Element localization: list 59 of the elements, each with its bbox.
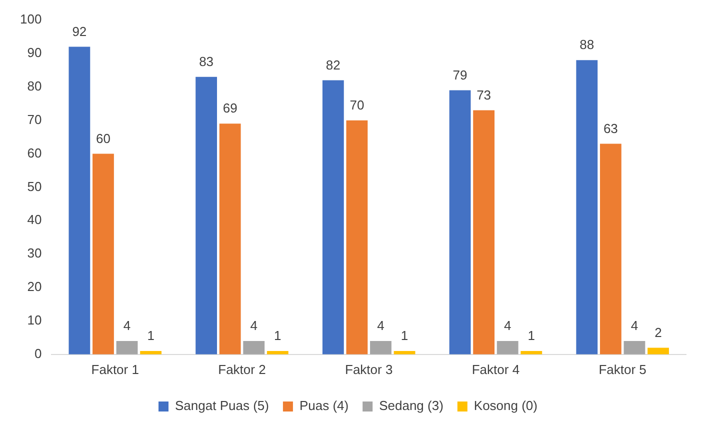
data-label: 88 — [580, 37, 594, 52]
bar — [243, 341, 265, 354]
y-tick-label: 30 — [27, 246, 42, 261]
bar — [449, 90, 471, 354]
data-label: 1 — [274, 328, 282, 344]
data-label: 82 — [326, 57, 340, 72]
bar — [648, 348, 669, 354]
data-label: 79 — [452, 67, 468, 82]
y-tick-label: 10 — [27, 312, 42, 328]
x-tick-label: Faktor 3 — [345, 362, 393, 377]
bar — [92, 154, 114, 354]
bar — [140, 351, 162, 354]
bar — [322, 80, 344, 354]
y-tick-label: 20 — [27, 279, 42, 294]
x-tick-label: Faktor 1 — [91, 362, 139, 377]
data-label: 83 — [199, 54, 214, 69]
data-label: 4 — [377, 318, 384, 334]
legend-label: Sedang (3) — [379, 398, 444, 414]
data-label: 69 — [222, 100, 238, 116]
y-tick-label: 80 — [27, 78, 42, 94]
bar — [219, 124, 241, 354]
bar — [624, 341, 646, 354]
data-label: 4 — [504, 318, 512, 334]
bar — [496, 341, 518, 354]
bar — [576, 60, 598, 354]
bar — [473, 110, 495, 354]
data-label: 4 — [630, 318, 638, 334]
x-tick-label: Faktor 4 — [472, 362, 520, 377]
bar — [600, 144, 622, 354]
y-tick-label: 90 — [27, 45, 42, 60]
data-label: 63 — [603, 120, 618, 136]
x-tick-label: Faktor 5 — [598, 362, 646, 377]
data-label: 1 — [400, 328, 408, 344]
y-tick-label: 0 — [34, 346, 42, 361]
legend-label: Kosong (0) — [474, 398, 538, 414]
data-label: 4 — [250, 318, 258, 334]
y-tick-label: 100 — [20, 12, 42, 27]
x-tick-label: Faktor 2 — [218, 362, 266, 377]
data-label: 2 — [654, 324, 662, 340]
bar — [266, 351, 288, 354]
bar — [370, 341, 392, 354]
data-label: 1 — [147, 328, 154, 344]
y-tick-label: 70 — [27, 112, 42, 127]
y-tick-label: 50 — [27, 178, 42, 194]
legend-label: Puas (4) — [299, 398, 349, 414]
y-tick-label: 40 — [27, 212, 42, 228]
bar — [346, 120, 368, 354]
data-label: 4 — [123, 318, 131, 334]
bar — [196, 76, 218, 354]
bar — [116, 341, 138, 354]
data-label: 70 — [350, 97, 364, 112]
legend-label: Sangat Puas (5) — [175, 398, 269, 414]
bar — [520, 351, 542, 354]
data-label: 92 — [72, 24, 87, 39]
data-label: 1 — [528, 328, 536, 344]
data-label: 60 — [96, 130, 110, 146]
data-label: 73 — [476, 87, 492, 102]
y-tick-label: 60 — [27, 145, 42, 160]
bar — [68, 46, 90, 354]
